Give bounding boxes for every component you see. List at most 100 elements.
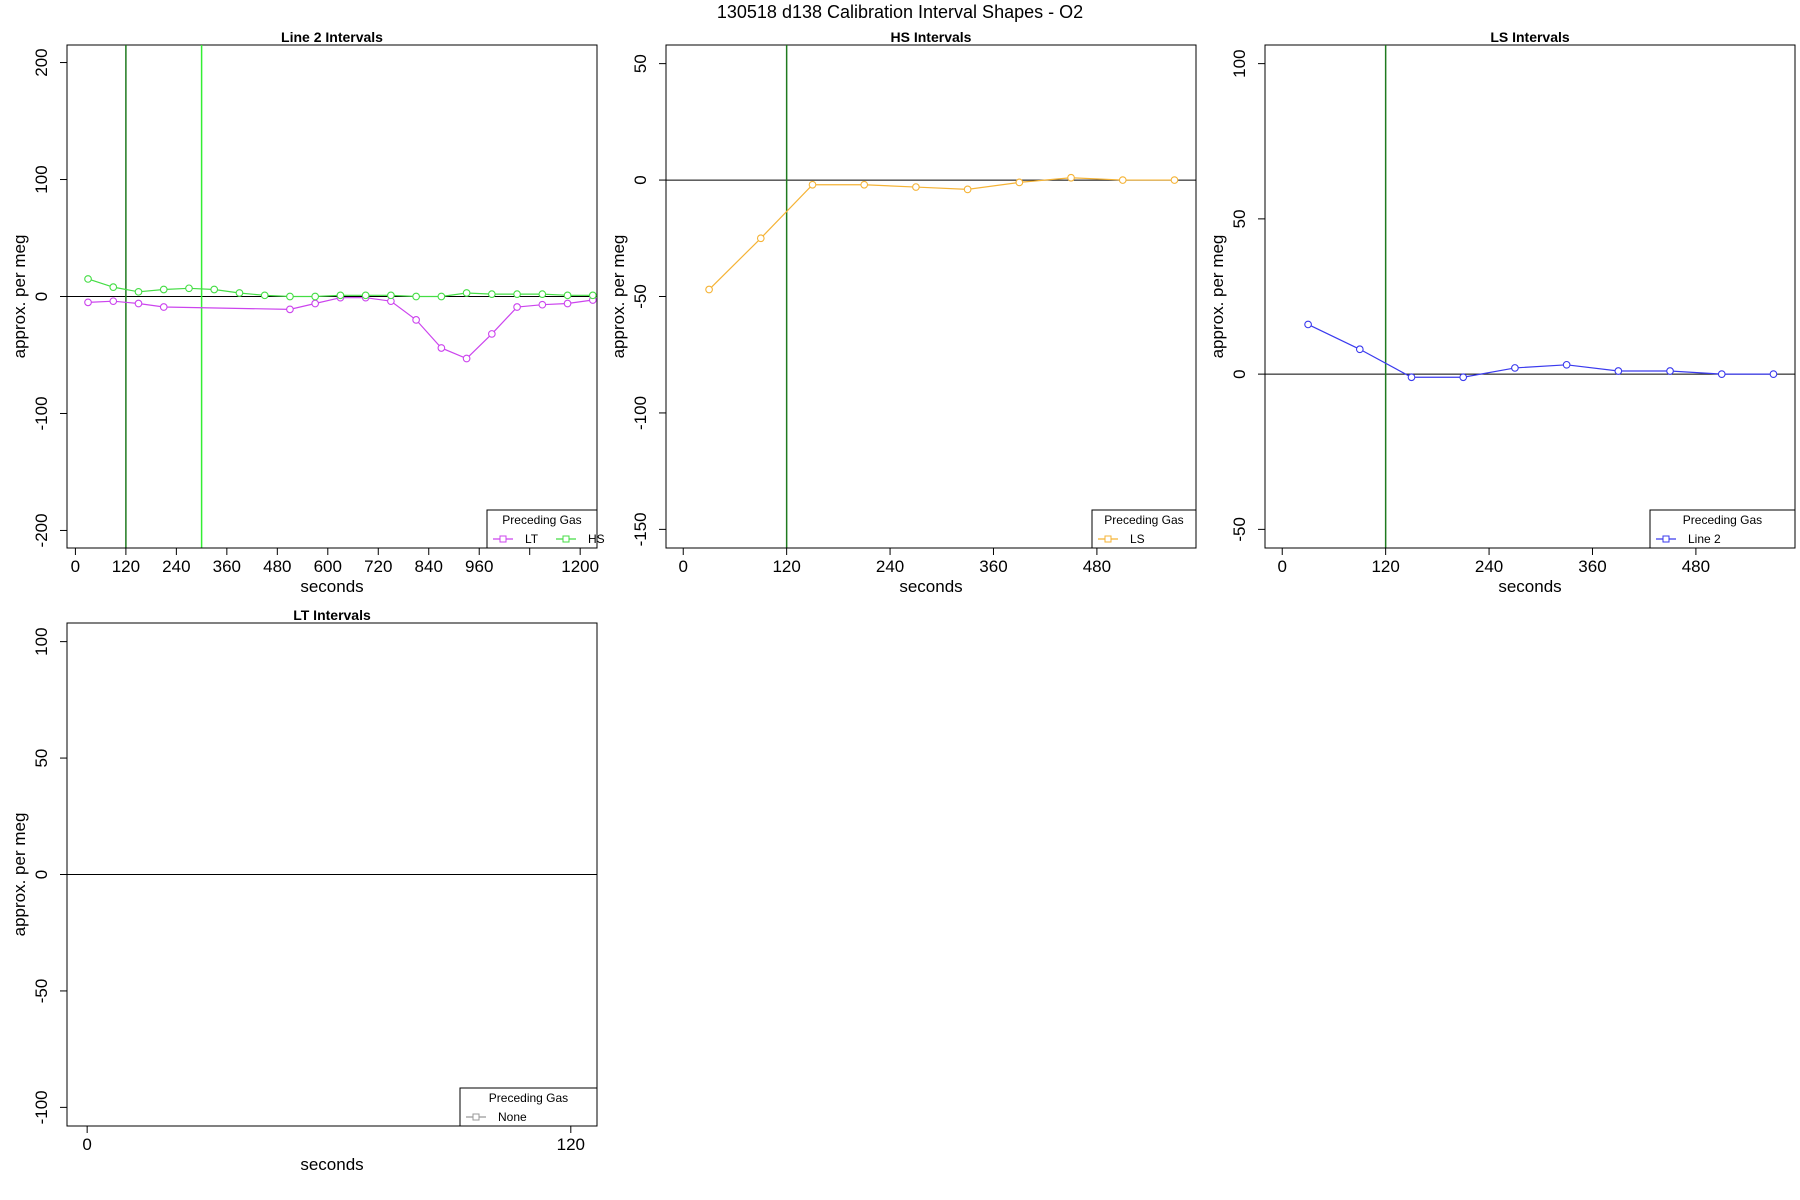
data-point — [84, 298, 92, 307]
y-tick-label: -100 — [631, 396, 650, 430]
x-tick-label: 1200 — [561, 557, 599, 576]
data-point — [487, 290, 496, 299]
data-point — [134, 299, 143, 308]
data-point — [756, 234, 765, 243]
data-point — [286, 292, 294, 301]
x-tick-label: 0 — [71, 557, 80, 576]
y-tick-label: 200 — [32, 48, 51, 76]
data-point — [260, 291, 269, 300]
data-point — [563, 291, 572, 300]
x-axis-label: seconds — [1498, 577, 1561, 596]
x-tick-label: 360 — [1578, 557, 1606, 576]
data-point — [109, 297, 118, 306]
data-point — [159, 303, 168, 311]
x-axis-label: seconds — [300, 1155, 363, 1174]
data-point — [311, 292, 320, 301]
legend-entry-label: LS — [1130, 532, 1145, 546]
x-tick-label: 360 — [213, 557, 241, 576]
y-tick-label: 0 — [1230, 369, 1249, 378]
data-point — [1562, 360, 1571, 369]
chart-panel: LT Intervals 0 120 seconds -100 -50 0 50 100 appr… — [10, 607, 598, 1174]
x-tick-label: 840 — [415, 557, 443, 576]
data-point — [387, 291, 395, 300]
x-tick-label: 120 — [557, 1135, 585, 1154]
legend-box — [1649, 509, 1796, 549]
y-tick-label: -150 — [631, 512, 650, 546]
chart-panel: LS Intervals 0 120 240 360 480 seconds -50 0 50 10… — [1208, 29, 1796, 596]
data-point — [963, 185, 972, 194]
series-line — [1307, 323, 1774, 378]
y-tick-label: 0 — [32, 292, 51, 301]
legend-title: Preceding Gas — [1683, 513, 1762, 527]
data-point — [1769, 370, 1778, 378]
legend: Preceding Gas None — [459, 1087, 598, 1127]
figure-title: 130518 d138 Calibration Interval Shapes … — [717, 2, 1083, 22]
data-point — [912, 183, 920, 191]
x-tick-label: 480 — [1083, 557, 1111, 576]
legend-title: Preceding Gas — [489, 1091, 568, 1105]
panel-title: LT Intervals — [293, 607, 371, 623]
x-tick-label: 120 — [772, 557, 800, 576]
data-point — [563, 299, 572, 308]
x-tick-label: 0 — [82, 1135, 91, 1154]
chart-panel: HS Intervals 0 120 240 360 480 seconds -150 -100… — [609, 29, 1197, 596]
data-point — [109, 283, 118, 291]
x-axis-label: seconds — [300, 577, 363, 596]
data-point — [210, 285, 219, 294]
x-tick-label: 240 — [876, 557, 904, 576]
y-tick-label: 0 — [631, 175, 650, 184]
x-tick-label: 720 — [364, 557, 392, 576]
legend-entry-label: HS — [588, 532, 605, 546]
x-tick-label: 240 — [1475, 557, 1503, 576]
data-point — [1015, 178, 1024, 187]
plot-frame — [665, 44, 1197, 549]
data-point — [513, 303, 521, 311]
x-tick-label: 360 — [979, 557, 1007, 576]
x-tick-label: 120 — [1371, 557, 1399, 576]
y-axis-label: approx. per meg — [609, 235, 628, 359]
x-tick-label: 240 — [162, 557, 190, 576]
chart-panel: Line 2 Intervals 0 120 240 360 480 600 720 840 96… — [10, 29, 605, 596]
legend-title: Preceding Gas — [502, 513, 581, 527]
x-tick-label: 600 — [314, 557, 342, 576]
y-axis-label: approx. per meg — [10, 813, 29, 937]
x-tick-label: 0 — [1278, 557, 1287, 576]
data-point — [808, 180, 817, 189]
data-point — [1614, 367, 1623, 375]
plot-frame — [1264, 44, 1796, 549]
y-tick-label: -50 — [631, 284, 650, 309]
y-tick-label: -100 — [32, 396, 51, 430]
x-tick-label: 480 — [1682, 557, 1710, 576]
legend-swatch-marker — [562, 535, 570, 543]
y-tick-label: -50 — [32, 979, 51, 1004]
data-point — [513, 290, 521, 299]
data-point — [286, 305, 294, 314]
data-point — [1355, 345, 1364, 354]
panel-title: HS Intervals — [891, 29, 972, 45]
legend-entry-label: LT — [525, 532, 539, 546]
x-tick-label: 120 — [112, 557, 140, 576]
data-point — [235, 289, 244, 297]
data-point — [1717, 370, 1726, 378]
y-tick-label: 0 — [32, 870, 51, 879]
legend: Preceding Gas LT HS — [486, 509, 605, 549]
data-point — [1067, 173, 1075, 182]
y-tick-label: 100 — [32, 165, 51, 193]
y-tick-label: 100 — [32, 627, 51, 655]
legend-box — [459, 1087, 598, 1127]
legend-swatch-marker — [1662, 535, 1670, 543]
y-axis-label: approx. per meg — [10, 235, 29, 359]
data-point — [705, 285, 713, 294]
legend-entry-label: None — [498, 1110, 527, 1124]
y-tick-label: -50 — [1230, 517, 1249, 542]
series-line — [708, 177, 1175, 290]
legend: Preceding Gas Line 2 — [1649, 509, 1796, 549]
data-point — [462, 354, 471, 363]
data-point — [336, 291, 345, 300]
data-point — [361, 291, 370, 300]
data-point — [311, 299, 320, 308]
data-point — [1118, 176, 1127, 184]
data-point — [134, 287, 143, 296]
